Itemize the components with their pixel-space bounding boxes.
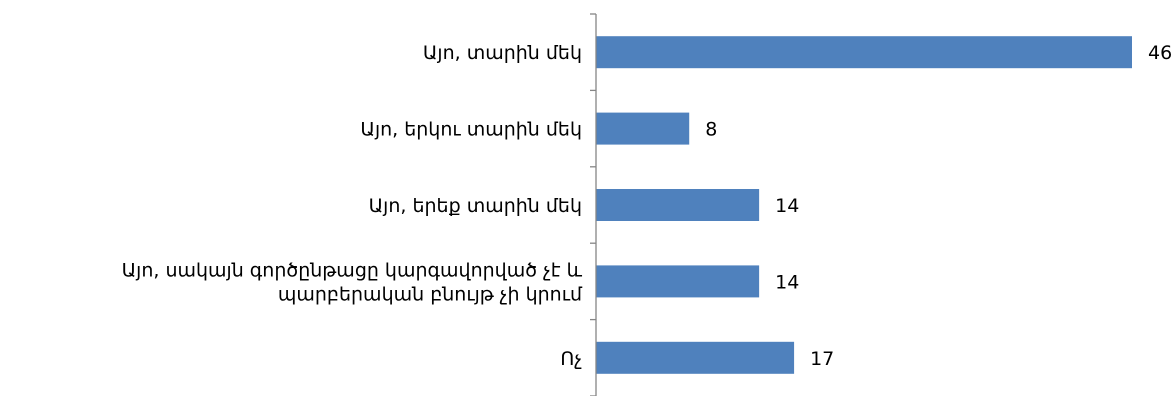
data-label: 46 <box>1148 42 1172 64</box>
bar <box>596 265 760 298</box>
category-label-line: Այո, տարին մեկ <box>423 42 582 64</box>
data-label: 14 <box>775 271 799 293</box>
labels-layer: 46 Այո, տարին մեկ 8 Այո, երկու տարին մեկ 14 Ա… <box>122 42 1173 370</box>
data-label: 8 <box>705 119 717 141</box>
data-label: 14 <box>775 195 799 217</box>
bar <box>596 112 690 145</box>
category-label-line: Այո, երեք տարին մեկ <box>369 195 582 217</box>
data-label: 17 <box>810 348 834 370</box>
bar <box>596 36 1132 69</box>
bars-layer <box>596 36 1132 374</box>
category-label-line: Այո, սակայն գործընթացը կարգավորված չէ և <box>122 259 583 281</box>
category-label-line: պարբերական բնույթ չի կրում <box>278 283 583 305</box>
bar <box>596 189 760 221</box>
category-label: Այո, երեք տարին մեկ <box>369 195 582 217</box>
category-label: Այո, երկու տարին մեկ <box>360 119 582 141</box>
category-axis <box>590 13 597 396</box>
category-label-line: Այո, երկու տարին մեկ <box>360 119 582 141</box>
category-label: Այո, տարին մեկ <box>423 42 582 64</box>
category-label-line: Ոչ <box>560 348 582 370</box>
bar <box>596 341 795 374</box>
category-label: Ոչ <box>560 348 582 370</box>
